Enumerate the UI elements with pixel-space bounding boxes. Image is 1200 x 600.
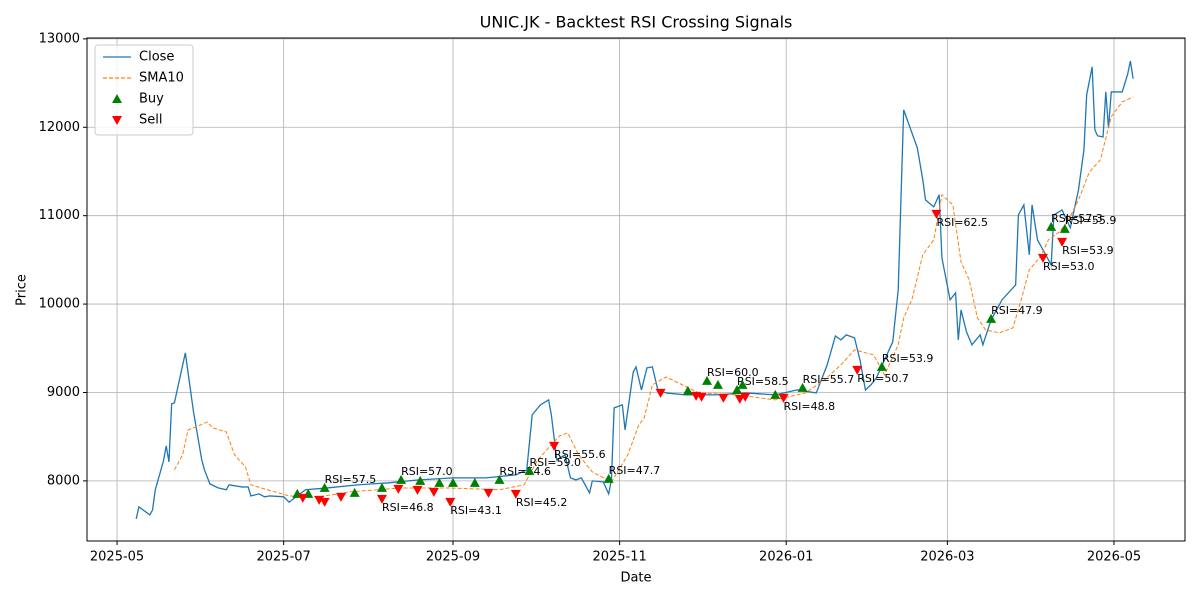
annotation: RSI=53.9 <box>1062 244 1114 257</box>
legend-box <box>94 44 194 136</box>
sell-marker <box>852 365 863 375</box>
buy-marker <box>603 473 614 483</box>
chart-title: UNIC.JK - Backtest RSI Crossing Signals <box>480 13 793 32</box>
line-series <box>135 60 1134 520</box>
x-tick-label: 2026-01 <box>759 550 813 565</box>
annotation: RSI=53.9 <box>882 352 934 365</box>
annotation: RSI=50.7 <box>857 372 909 385</box>
buy-marker <box>469 477 480 487</box>
buy-marker <box>494 474 505 484</box>
sell-marker <box>376 494 387 504</box>
x-axis-label: Date <box>620 571 651 586</box>
legend-swatch <box>112 94 122 103</box>
buy-marker <box>682 385 693 395</box>
annotation: RSI=60.0 <box>707 366 759 379</box>
y-axis-label: Price <box>15 274 30 306</box>
annotation: RSI=47.7 <box>609 464 661 477</box>
sell-marker <box>412 485 423 495</box>
y-tick-label: 9000 <box>47 385 80 400</box>
annotation: RSI=53.0 <box>1043 260 1095 273</box>
sell-marker <box>718 393 729 403</box>
annotation: RSI=57.3 <box>1051 212 1103 225</box>
sell-marker <box>655 388 666 398</box>
sell-marker <box>931 209 942 219</box>
sell-marker <box>696 392 707 402</box>
buy-marker <box>1059 223 1070 233</box>
annotation: RSI=54.6 <box>499 465 551 478</box>
annotation: RSI=46.8 <box>382 501 434 514</box>
buy-marker <box>434 477 445 487</box>
buy-marker <box>737 379 748 389</box>
legend-label: Close <box>139 50 174 65</box>
annotation: RSI=57.5 <box>325 473 377 486</box>
annotation: RSI=55.6 <box>554 448 606 461</box>
sell-marker <box>778 393 789 403</box>
buy-marker <box>349 487 360 497</box>
sell-marker <box>549 441 560 451</box>
buy-marker <box>524 465 535 475</box>
line-series <box>173 96 1134 498</box>
legend-swatch <box>112 116 122 125</box>
legend-label: SMA10 <box>139 71 184 86</box>
annotation: RSI=47.9 <box>991 304 1043 317</box>
annotation: RSI=48.8 <box>783 400 835 413</box>
sell-marker <box>734 394 745 404</box>
annotation: RSI=58.5 <box>737 375 789 388</box>
sell-marker <box>297 493 308 503</box>
x-tick-label: 2026-05 <box>1087 550 1141 565</box>
sell-marker <box>740 392 751 402</box>
x-tick-label: 2026-03 <box>920 550 974 565</box>
buy-marker <box>702 375 713 385</box>
y-tick-label: 11000 <box>39 208 80 223</box>
annotation: RSI=57.0 <box>401 465 453 478</box>
buy-marker <box>712 379 723 389</box>
buy-marker <box>876 361 887 371</box>
sell-marker <box>445 497 456 507</box>
buy-marker <box>376 482 387 492</box>
annotation: RSI=55.7 <box>803 373 855 386</box>
annotation: RSI=45.2 <box>516 496 568 509</box>
buy-marker <box>448 477 458 487</box>
legend-label: Sell <box>139 113 162 128</box>
annotation: RSI=43.1 <box>450 504 502 517</box>
annotation: RSI=59.0 <box>529 456 581 469</box>
x-tick-label: 2025-07 <box>256 550 310 565</box>
x-tick-label: 2025-11 <box>592 550 646 565</box>
y-tick-label: 8000 <box>47 473 80 488</box>
sell-marker <box>336 492 347 502</box>
buy-marker <box>1046 221 1057 231</box>
x-tick-label: 2025-05 <box>90 550 144 565</box>
buy-marker <box>396 474 407 484</box>
buy-marker <box>986 313 997 323</box>
buy-marker <box>319 482 330 492</box>
sell-marker <box>393 484 404 494</box>
y-tick-label: 12000 <box>39 120 80 135</box>
plot-frame <box>86 37 1186 542</box>
buy-marker <box>415 475 426 485</box>
grid <box>87 38 1185 541</box>
sell-marker <box>510 489 521 499</box>
y-tick-label: 10000 <box>39 297 80 312</box>
legend: Close SMA10 Buy Sell <box>94 44 194 136</box>
sell-marker <box>1037 253 1048 263</box>
buy-marker <box>770 389 781 399</box>
x-tick-label: 2025-09 <box>426 550 480 565</box>
buy-marker <box>797 382 808 392</box>
annotation: RSI=55.9 <box>1065 214 1117 227</box>
sell-marker <box>1057 237 1068 247</box>
sell-marker <box>483 488 494 498</box>
y-tick-label: 13000 <box>39 31 80 46</box>
sell-marker <box>428 487 439 497</box>
legend-label: Buy <box>139 92 164 107</box>
sell-marker <box>319 497 330 507</box>
buy-marker <box>732 384 743 394</box>
annotation: RSI=62.5 <box>936 216 988 229</box>
